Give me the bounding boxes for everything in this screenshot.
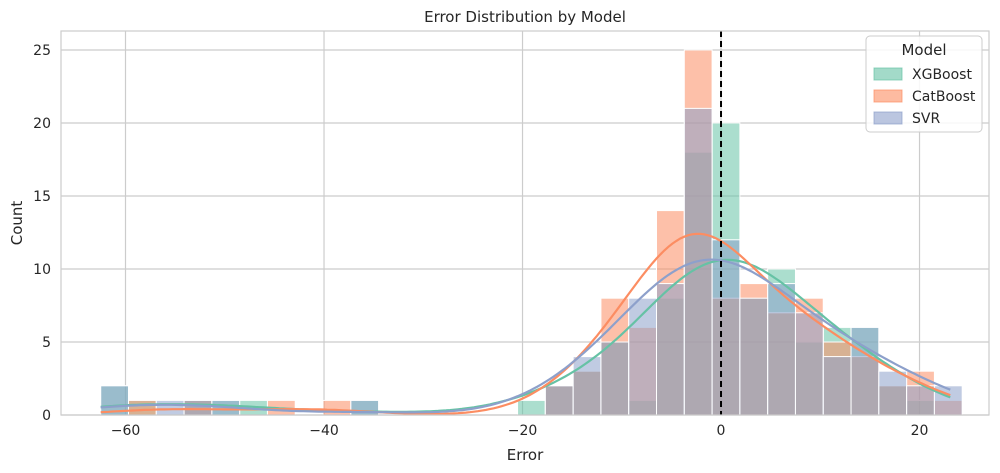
legend-swatch-svr <box>873 111 903 125</box>
y-axis-ticks: 0 5 10 15 20 25 <box>33 43 51 424</box>
legend-swatch-catboost <box>873 89 903 103</box>
histogram-bar-svr <box>155 399 185 416</box>
histogram-bar-svr <box>711 239 741 416</box>
x-tick-label: 0 <box>717 423 726 439</box>
y-tick-label: 0 <box>42 408 51 424</box>
histogram-bar-svr <box>628 297 658 416</box>
legend-box <box>865 35 983 133</box>
legend-swatch-xgboost <box>873 67 903 81</box>
y-tick-label: 5 <box>42 335 51 351</box>
histogram-bar-svr <box>544 385 574 416</box>
histogram-bar-svr <box>906 385 935 416</box>
histogram-bar-catboost <box>127 399 157 416</box>
plot-frame <box>60 30 990 416</box>
legend-title: Model <box>901 41 946 59</box>
histogram-bar-svr <box>656 283 685 416</box>
histogram-bar-svr <box>600 341 630 416</box>
kde-curves <box>100 232 951 415</box>
chart-title: Error Distribution by Model <box>424 8 626 26</box>
histogram-bar-svr <box>794 312 824 416</box>
histogram-bar-svr <box>739 297 769 416</box>
x-tick-label: 20 <box>911 423 929 439</box>
x-axis-ticks: −60 −40 −20 0 20 <box>111 423 929 439</box>
histogram-bar-svr <box>572 356 602 416</box>
y-tick-label: 15 <box>33 189 51 205</box>
kde-curve-xgboost <box>100 258 951 413</box>
histogram-bar-svr <box>878 370 908 416</box>
histogram-bar-xgboost <box>517 399 546 416</box>
legend[interactable]: Model XGBoost CatBoost SVR <box>865 35 983 133</box>
histogram-bar-svr <box>822 356 852 416</box>
x-tick-label: −60 <box>111 423 141 439</box>
x-tick-label: −40 <box>309 423 339 439</box>
x-axis-label: Error <box>507 446 544 464</box>
kde-curve-svr <box>100 258 951 414</box>
kde-curve-catboost <box>100 232 951 415</box>
y-tick-label: 20 <box>33 116 51 132</box>
legend-label-svr: SVR <box>912 111 940 127</box>
y-tick-label: 25 <box>33 43 51 59</box>
y-tick-label: 10 <box>33 262 51 278</box>
x-tick-label: −20 <box>508 423 538 439</box>
legend-label-xgboost: XGBoost <box>912 67 972 83</box>
histogram-bar-svr <box>183 399 213 416</box>
legend-label-catboost: CatBoost <box>912 89 976 105</box>
y-axis-label: Count <box>8 201 26 246</box>
histogram-bar-svr <box>767 283 796 416</box>
